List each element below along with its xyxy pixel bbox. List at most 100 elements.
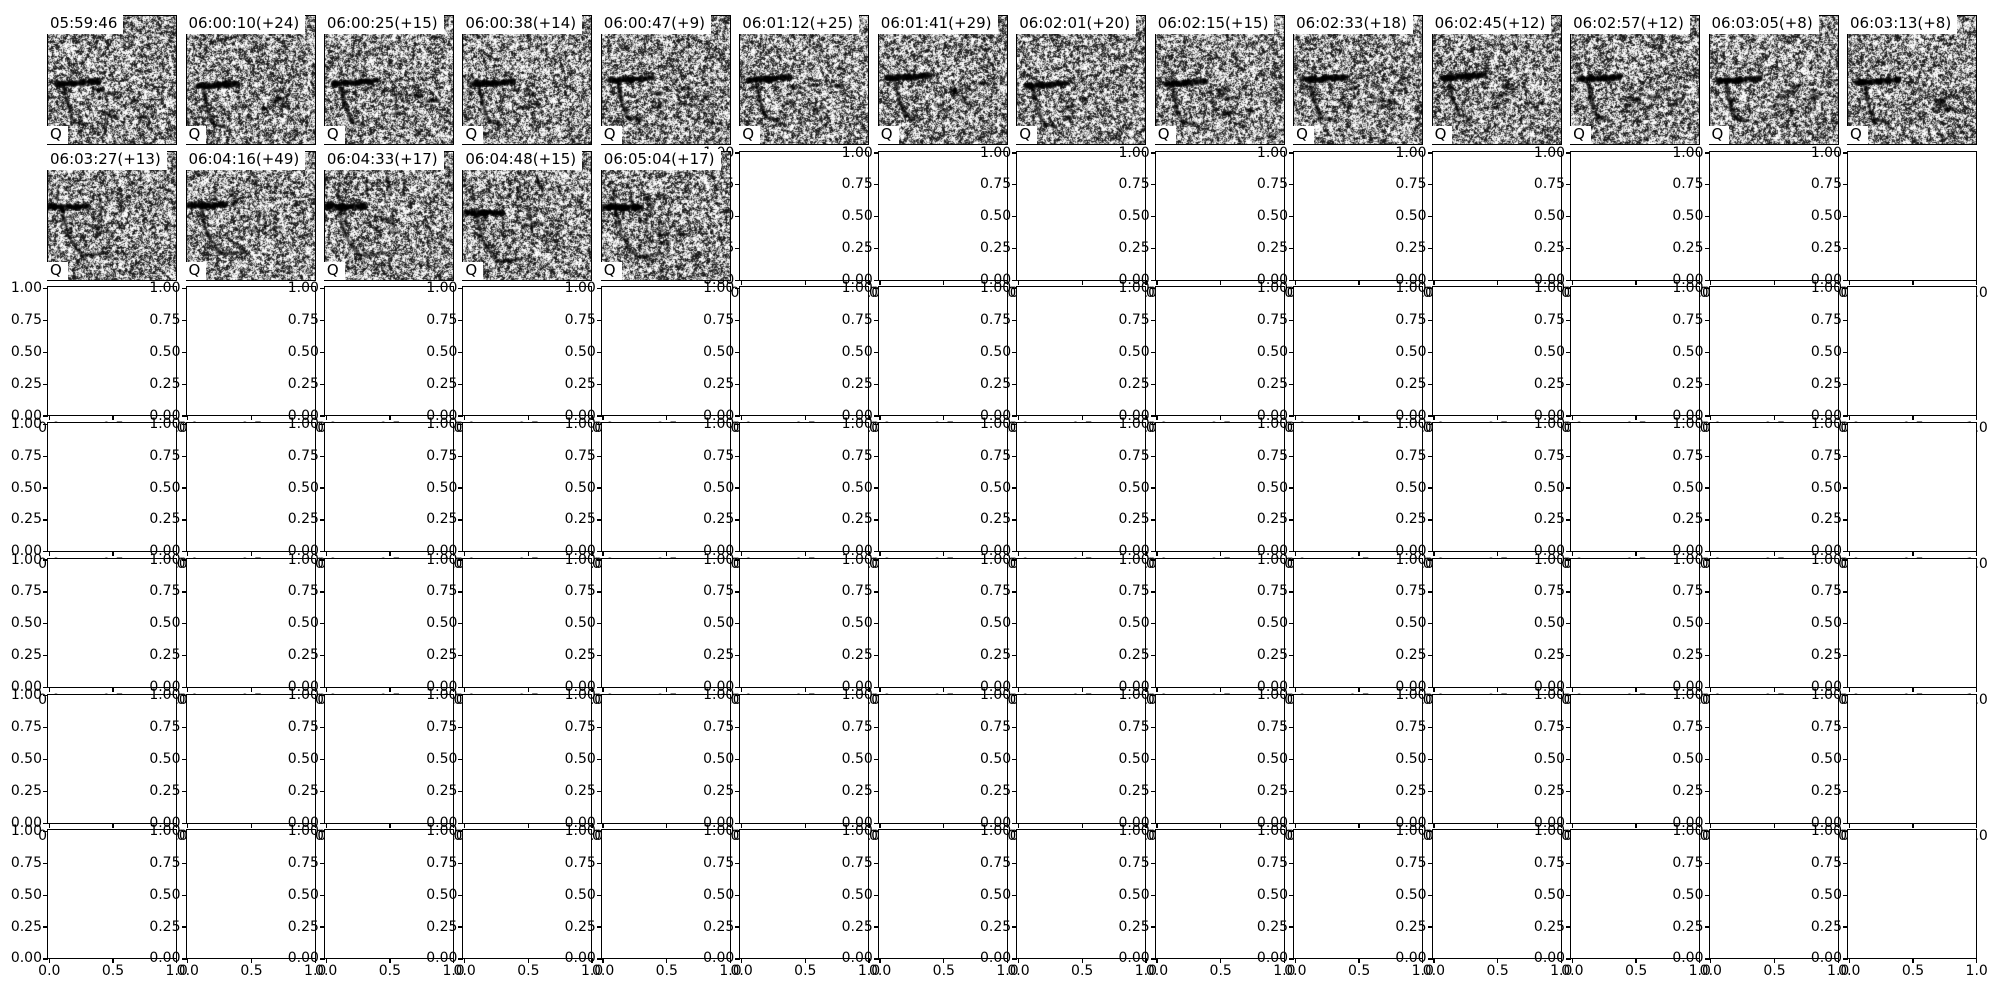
y-tick-label: 0.50	[1533, 208, 1566, 225]
y-tick-mark	[1012, 822, 1018, 824]
y-tick-mark	[1150, 591, 1156, 593]
x-tick-mark	[1422, 551, 1424, 557]
y-tick-mark	[1427, 383, 1433, 385]
y-tick-label: 1.00	[1533, 551, 1566, 568]
y-tick-mark	[319, 695, 325, 697]
y-tick-mark	[1289, 423, 1295, 426]
y-tick-mark	[181, 383, 187, 385]
y-tick-label: 0.50	[1118, 615, 1150, 632]
y-tick-mark	[181, 487, 187, 489]
y-tick-mark	[1566, 279, 1572, 282]
x-tick-mark	[1837, 958, 1839, 964]
x-tick-mark	[868, 551, 870, 557]
y-tick-mark	[319, 862, 325, 864]
x-tick-mark	[452, 822, 455, 828]
y-tick-label: 1.00	[1672, 144, 1704, 161]
y-tick-label: 1.00	[980, 823, 1012, 839]
y-tick-mark	[735, 958, 741, 960]
y-tick-label: 0.00	[287, 543, 319, 560]
y-tick-label: 1.00	[10, 687, 42, 704]
y-tick-mark	[1704, 351, 1710, 354]
x-tick-mark	[112, 822, 114, 828]
x-tick-mark	[250, 686, 253, 692]
x-tick-mark	[1017, 686, 1020, 692]
y-tick-label: 1.00	[149, 280, 181, 297]
panel-corner-label: Q	[874, 126, 899, 144]
y-tick-label: 0.50	[1672, 751, 1704, 767]
panel-corner-label: Q	[44, 126, 68, 144]
x-tick-label: 0.5	[1209, 963, 1232, 980]
empty-axes: 1.000.750.500.250.000.00.51.0	[288, 552, 465, 708]
x-tick-mark	[389, 551, 391, 557]
y-tick-mark	[1150, 758, 1156, 761]
x-tick-mark	[943, 686, 945, 692]
x-tick-label: 0.0	[1145, 963, 1169, 980]
y-tick-label: 0.25	[426, 918, 458, 935]
y-tick-mark	[1289, 830, 1295, 833]
y-tick-label: 0.75	[1118, 312, 1150, 329]
panel-corner-label: Q	[1567, 126, 1591, 144]
y-tick-mark	[181, 519, 187, 521]
y-tick-mark	[181, 288, 187, 290]
x-tick-mark	[464, 686, 466, 692]
y-tick-mark	[735, 551, 741, 553]
y-tick-mark	[735, 623, 741, 625]
y-tick-label: 0.50	[1533, 886, 1566, 903]
x-tick-label: 0.0	[868, 963, 892, 980]
y-tick-label: 0.75	[287, 312, 319, 329]
y-tick-label: 0.50	[980, 751, 1012, 767]
panel-corner-label: Q	[736, 126, 761, 144]
x-tick-mark	[1837, 551, 1839, 557]
spectrogram-panel: 06:04:16(+49) Q	[182, 148, 316, 281]
y-tick-label: 0.75	[426, 312, 458, 329]
y-tick-mark	[596, 487, 602, 489]
y-tick-label: 0.25	[1256, 240, 1289, 257]
y-tick-label: 1.00	[1533, 415, 1566, 432]
y-tick-label: 0.25	[841, 918, 873, 935]
x-tick-mark	[452, 958, 455, 964]
y-tick-mark	[1012, 958, 1018, 960]
y-tick-mark	[596, 551, 602, 553]
panel-timestamp-title: 06:02:01(+20)	[1013, 13, 1136, 34]
y-tick-label: 0.50	[980, 343, 1012, 360]
x-tick-mark	[804, 822, 806, 828]
panel-corner-label: Q	[459, 261, 484, 280]
y-tick-mark	[596, 319, 602, 322]
x-tick-mark	[1699, 279, 1701, 285]
y-tick-label: 0.00	[1533, 950, 1566, 967]
x-tick-mark	[1710, 958, 1712, 964]
y-tick-mark	[1566, 926, 1572, 928]
y-tick-label: 0.00	[426, 543, 458, 560]
y-tick-label: 0.75	[426, 583, 458, 600]
y-tick-mark	[735, 862, 741, 864]
y-tick-label: 1.00	[1810, 280, 1842, 297]
y-tick-label: 0.00	[1118, 407, 1150, 424]
y-tick-label: 0.25	[287, 511, 319, 528]
x-tick-mark	[1145, 822, 1147, 828]
x-tick-mark	[1422, 279, 1424, 285]
y-tick-mark	[1427, 958, 1433, 960]
x-tick-label: 0.5	[1763, 963, 1786, 980]
y-tick-mark	[1843, 184, 1848, 186]
y-tick-label: 0.25	[10, 782, 42, 799]
x-tick-mark	[602, 551, 604, 557]
x-tick-mark	[943, 958, 945, 964]
x-tick-mark	[1912, 551, 1914, 557]
y-tick-mark	[1843, 591, 1848, 593]
x-tick-mark	[591, 822, 593, 828]
y-tick-label: 1.00	[841, 551, 873, 568]
y-tick-mark	[1289, 894, 1295, 896]
y-tick-mark	[1012, 415, 1018, 417]
y-tick-mark	[1012, 790, 1018, 792]
y-tick-label: 0.25	[1533, 647, 1566, 664]
x-tick-mark	[1220, 686, 1222, 692]
x-tick-mark	[1635, 822, 1637, 828]
x-tick-mark	[1006, 958, 1009, 964]
panel-corner-label: Q	[182, 126, 207, 144]
y-tick-label: 0.00	[703, 543, 735, 560]
x-tick-label: 0.0	[1838, 963, 1861, 980]
y-tick-mark	[1012, 830, 1018, 833]
y-tick-label: 0.00	[1533, 271, 1566, 288]
y-tick-label: 0.00	[1118, 543, 1150, 560]
